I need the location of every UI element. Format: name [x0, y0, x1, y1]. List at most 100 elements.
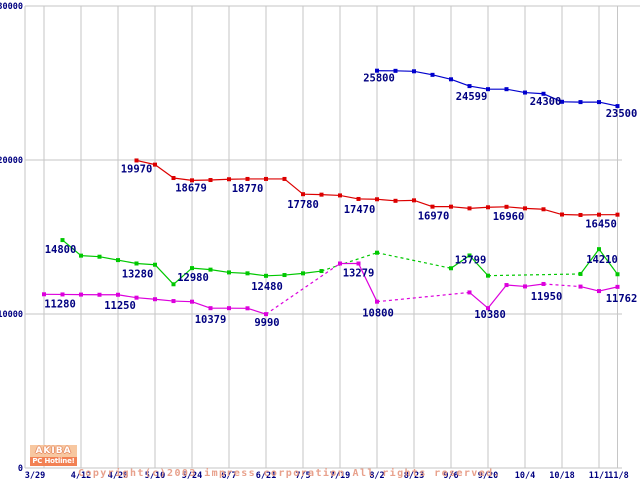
series-red-data-point [282, 176, 287, 181]
series-blue-data-point [597, 100, 601, 105]
series-red-data-point [449, 204, 453, 209]
series-red-segment [321, 194, 341, 197]
series-red-data-point [227, 177, 231, 182]
series-red-data-point [301, 192, 305, 197]
series-green-segment [450, 255, 470, 269]
y-tick-label: 10000 [0, 310, 23, 320]
series-green-segment [469, 255, 489, 277]
series-blue-data-point [578, 100, 583, 105]
annotations-group: 25800 24599 24300 23500 19970 18679 18770 17780… [44, 73, 637, 329]
series-magenta-data-point [97, 292, 102, 297]
x-tick-label: 7/19 [330, 471, 350, 480]
series-magenta-data-point [245, 306, 250, 311]
series-blue-data-point [486, 87, 490, 92]
series-red-segment [339, 194, 359, 200]
series-magenta-data-point [116, 292, 120, 297]
series-green-data-point [375, 250, 379, 255]
series-magenta-segment [376, 291, 470, 303]
series-magenta-segment [598, 286, 618, 292]
series-red-data-point [319, 192, 324, 197]
value-label: 11280 [44, 298, 76, 310]
series-blue-data-point [523, 90, 527, 95]
series-green-segment [117, 259, 137, 265]
series-green-segment [228, 271, 248, 274]
series-magenta-data-point [134, 295, 139, 300]
x-tick-label: 5/24 [182, 471, 202, 480]
series-green-data-point [264, 273, 268, 278]
series-green-data-point [597, 247, 601, 252]
series-magenta-segment [117, 294, 137, 299]
series-green-data-point [615, 272, 620, 277]
series-green-data-point [208, 267, 213, 272]
value-label: 13280 [122, 268, 154, 280]
series-magenta-data-point [375, 299, 379, 304]
series-blue-data-point [467, 84, 472, 89]
series-green-data-point [134, 261, 139, 266]
series-blue-data-point [504, 87, 509, 92]
series-group [42, 68, 620, 317]
x-tick-label: 11/8 [608, 471, 628, 480]
series-magenta-segment [265, 263, 341, 315]
x-tick-label: 7/5 [295, 471, 310, 480]
y-tick-label: 30000 [0, 2, 23, 12]
series-green-data-point [116, 258, 120, 263]
series-red-data-point [578, 212, 583, 217]
series-green-data-point [578, 271, 583, 276]
series-red-data-point [486, 205, 490, 210]
series-magenta-data-point [523, 284, 527, 289]
series-blue-data-point [393, 68, 398, 73]
series-magenta-data-point [60, 292, 65, 297]
series-magenta-segment [173, 300, 193, 303]
series-magenta-segment [524, 283, 544, 288]
series-red-data-point [504, 204, 509, 209]
series-green-segment [598, 248, 618, 275]
series-green-data-point [79, 253, 83, 258]
series-green-segment [247, 272, 267, 277]
series-magenta-data-point [264, 312, 268, 317]
series-green-segment [62, 239, 82, 257]
value-label: 10380 [474, 309, 506, 321]
series-green-segment [191, 267, 211, 271]
value-label: 16970 [418, 211, 450, 223]
series-blue-segment [469, 85, 489, 90]
value-label: 18770 [232, 183, 264, 195]
series-magenta-data-point [153, 297, 157, 302]
x-tick-label: 10/4 [515, 471, 535, 480]
value-label: 9990 [254, 317, 279, 329]
series-blue-data-point [449, 77, 453, 82]
x-tick-label: 5/10 [145, 471, 165, 480]
series-red-data-point [412, 198, 416, 203]
series-magenta-data-point [79, 292, 83, 297]
series-red-segment [543, 208, 563, 216]
series-blue-segment [543, 93, 563, 103]
value-label: 13799 [455, 254, 487, 266]
value-label: 11250 [104, 300, 136, 312]
series-blue-segment [598, 101, 618, 107]
series-blue-segment [413, 70, 433, 76]
series-green-data-point [467, 253, 472, 258]
series-green-segment [321, 252, 378, 272]
series-red-segment [376, 198, 396, 202]
value-label: 17780 [287, 199, 319, 211]
value-label: 11950 [531, 291, 563, 303]
series-green-segment [265, 274, 285, 277]
series-green-data-point [60, 238, 65, 243]
series-green-segment [99, 256, 119, 261]
series-red-segment [450, 206, 470, 209]
axis-group [24, 5, 640, 469]
series-green-data-point [190, 266, 194, 271]
value-label: 12480 [251, 281, 283, 293]
series-blue-data-point [375, 68, 379, 73]
series-red-data-point [375, 197, 379, 202]
series-red-segment [173, 177, 193, 181]
series-red-segment [469, 206, 489, 209]
series-green-data-point [449, 266, 453, 271]
x-tick-label: 8/2 [369, 471, 384, 480]
series-green-segment [80, 255, 100, 258]
series-magenta-data-point [190, 299, 194, 304]
value-label: 10800 [362, 308, 394, 320]
series-red-data-point [467, 206, 472, 211]
series-magenta-data-point [541, 281, 546, 286]
value-label: 24300 [530, 96, 562, 108]
series-magenta-data-point [227, 306, 231, 311]
